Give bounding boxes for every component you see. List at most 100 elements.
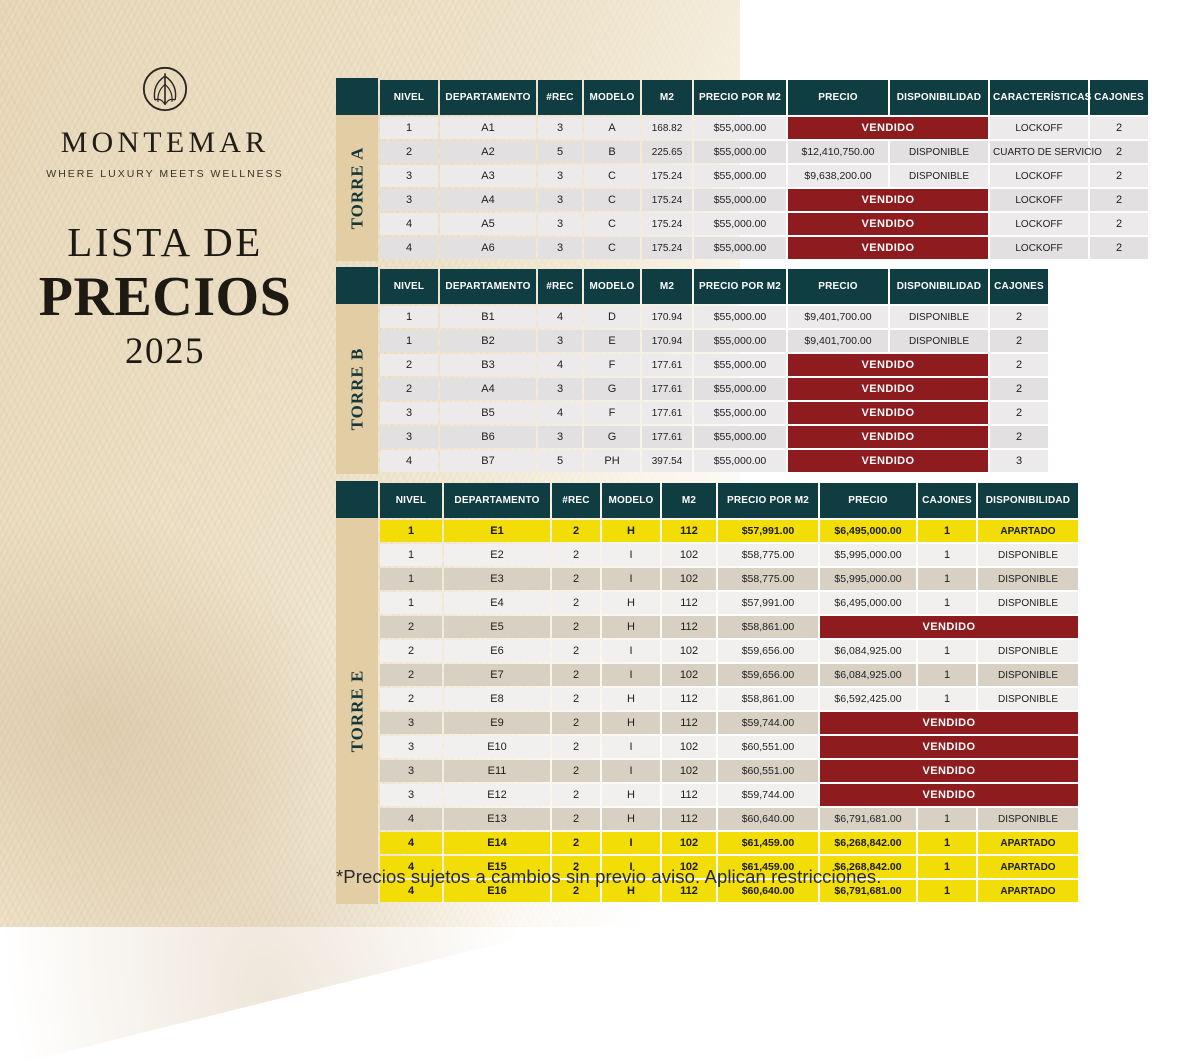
table-row[interactable]: 2 E7 2 I 102 $59,656.00 $6,084,925.00 1 …: [380, 664, 1078, 686]
table-row[interactable]: 2 E6 2 I 102 $59,656.00 $6,084,925.00 1 …: [380, 640, 1078, 662]
table-row[interactable]: 1 E2 2 I 102 $58,775.00 $5,995,000.00 1 …: [380, 544, 1078, 566]
col-caracteristicas: CARACTERÍSTICAS: [990, 80, 1091, 115]
cell-modelo: C: [584, 237, 640, 259]
cell-precio: $6,791,681.00: [820, 880, 916, 902]
col-precio-por-m2: PRECIO POR M2: [694, 269, 786, 304]
cell-m2: 168.82: [642, 117, 692, 139]
table-row[interactable]: 3 E11 2 I 102 $60,551.00 VENDIDO: [380, 760, 1078, 782]
table-block-torre-e: TORRE E NIVEL DEPARTAMENTO #REC MODELO M…: [336, 481, 1078, 904]
price-list-page: MONTEMAR WHERE LUXURY MEETS WELLNESS LIS…: [0, 0, 1200, 927]
cell-precio-por-m2: $55,000.00: [694, 189, 786, 211]
cell-m2: 175.24: [642, 189, 692, 211]
cell-departamento: A2: [440, 141, 536, 163]
cell-cajones: 1: [918, 640, 976, 662]
table-row[interactable]: 3 B5 4 F 177.61 $55,000.00 VENDIDO 2: [380, 402, 1048, 424]
cell-rec: 2: [552, 880, 600, 902]
cell-rec: 3: [538, 426, 582, 448]
cell-modelo: I: [602, 664, 660, 686]
cell-rec: 2: [552, 544, 600, 566]
cell-modelo: H: [602, 616, 660, 638]
cell-caracteristicas: LOCKOFF: [990, 165, 1088, 187]
status-badge-disponible: DISPONIBLE: [890, 306, 988, 328]
cell-rec: 3: [538, 189, 582, 211]
cell-rec: 2: [552, 712, 600, 734]
cell-rec: 3: [538, 213, 582, 235]
cell-cajones: 2: [990, 330, 1048, 352]
table-row[interactable]: 3 E12 2 H 112 $59,744.00 VENDIDO: [380, 784, 1078, 806]
cell-precio: $6,495,000.00: [820, 592, 916, 614]
cell-modelo: H: [602, 712, 660, 734]
col-departamento: DEPARTAMENTO: [440, 269, 536, 304]
status-badge-disponible: DISPONIBLE: [978, 640, 1078, 662]
cell-nivel: 3: [380, 402, 438, 424]
col-m2: M2: [642, 269, 692, 304]
cell-precio-por-m2: $55,000.00: [694, 426, 786, 448]
table-row[interactable]: 2 E8 2 H 112 $58,861.00 $6,592,425.00 1 …: [380, 688, 1078, 710]
cell-precio-por-m2: $55,000.00: [694, 378, 786, 400]
table-row[interactable]: 3 A3 3 C 175.24 $55,000.00 $9,638,200.00…: [380, 165, 1148, 187]
cell-cajones: 2: [1090, 189, 1148, 211]
cell-cajones: 1: [918, 808, 976, 830]
cell-m2: 112: [662, 808, 716, 830]
status-badge-vendido: VENDIDO: [820, 760, 1078, 782]
cell-cajones: 1: [918, 568, 976, 590]
table-row[interactable]: 1 E3 2 I 102 $58,775.00 $5,995,000.00 1 …: [380, 568, 1078, 590]
cell-departamento: E11: [444, 760, 550, 782]
cell-precio: $9,401,700.00: [788, 306, 888, 328]
cell-caracteristicas: LOCKOFF: [990, 117, 1088, 139]
cell-nivel: 1: [380, 117, 438, 139]
cell-m2: 397.54: [642, 450, 692, 472]
cell-modelo: D: [584, 306, 640, 328]
cell-precio-por-m2: $58,775.00: [718, 568, 818, 590]
cell-m2: 112: [662, 712, 716, 734]
table-row[interactable]: 4 B7 5 PH 397.54 $55,000.00 VENDIDO 3: [380, 450, 1048, 472]
table-row[interactable]: 1 A1 3 A 168.82 $55,000.00 VENDIDO LOCKO…: [380, 117, 1148, 139]
tower-label-torre-a: TORRE A: [336, 115, 378, 261]
table-row[interactable]: 2 A2 5 B 225.65 $55,000.00 $12,410,750.0…: [380, 141, 1148, 163]
table-header-row: NIVEL DEPARTAMENTO #REC MODELO M2 PRECIO…: [380, 483, 1078, 518]
cell-m2: 112: [662, 688, 716, 710]
cell-nivel: 3: [380, 712, 442, 734]
cell-nivel: 3: [380, 760, 442, 782]
table-row[interactable]: 2 B3 4 F 177.61 $55,000.00 VENDIDO 2: [380, 354, 1048, 376]
table-row[interactable]: 4 E13 2 H 112 $60,640.00 $6,791,681.00 1…: [380, 808, 1078, 830]
cell-modelo: B: [584, 141, 640, 163]
table-row[interactable]: 3 B6 3 G 177.61 $55,000.00 VENDIDO 2: [380, 426, 1048, 448]
table-row[interactable]: 4 A5 3 C 175.24 $55,000.00 VENDIDO LOCKO…: [380, 213, 1148, 235]
cell-m2: 175.24: [642, 165, 692, 187]
cell-precio: $9,401,700.00: [788, 330, 888, 352]
cell-rec: 3: [538, 378, 582, 400]
cell-rec: 5: [538, 450, 582, 472]
cell-m2: 102: [662, 760, 716, 782]
status-badge-vendido: VENDIDO: [820, 736, 1078, 758]
table-row[interactable]: 4 A6 3 C 175.24 $55,000.00 VENDIDO LOCKO…: [380, 237, 1148, 259]
col-rec: #REC: [538, 269, 582, 304]
col-precio: PRECIO: [788, 269, 888, 304]
tower-tab-torre-e: TORRE E: [336, 481, 378, 904]
table-row[interactable]: 2 E5 2 H 112 $58,861.00 VENDIDO: [380, 616, 1078, 638]
table-row[interactable]: 1 E1 2 H 112 $57,991.00 $6,495,000.00 1 …: [380, 520, 1078, 542]
table-row[interactable]: 1 B2 3 E 170.94 $55,000.00 $9,401,700.00…: [380, 330, 1048, 352]
col-nivel: NIVEL: [380, 80, 438, 115]
col-disponibilidad: DISPONIBILIDAD: [978, 483, 1078, 518]
col-cajones: CAJONES: [918, 483, 976, 518]
table-row[interactable]: 2 A4 3 G 177.61 $55,000.00 VENDIDO 2: [380, 378, 1048, 400]
table-row[interactable]: 3 A4 3 C 175.24 $55,000.00 VENDIDO LOCKO…: [380, 189, 1148, 211]
cell-nivel: 4: [380, 450, 438, 472]
table-row[interactable]: 1 E4 2 H 112 $57,991.00 $6,495,000.00 1 …: [380, 592, 1078, 614]
cell-precio-por-m2: $57,991.00: [718, 520, 818, 542]
status-badge-disponible: DISPONIBLE: [978, 568, 1078, 590]
cell-modelo: H: [602, 808, 660, 830]
table-row[interactable]: 4 E14 2 I 102 $61,459.00 $6,268,842.00 1…: [380, 832, 1078, 854]
cell-modelo: PH: [584, 450, 640, 472]
cell-departamento: B1: [440, 306, 536, 328]
table-row[interactable]: 3 E10 2 I 102 $60,551.00 VENDIDO: [380, 736, 1078, 758]
table-row[interactable]: 4 E15 2 I 102 $61,459.00 $6,268,842.00 1…: [380, 856, 1078, 878]
tower-tab-cap: [336, 267, 378, 304]
table-row[interactable]: 1 B1 4 D 170.94 $55,000.00 $9,401,700.00…: [380, 306, 1048, 328]
cell-precio: $12,410,750.00: [788, 141, 888, 163]
table-row[interactable]: 4 E16 2 H 112 $60,640.00 $6,791,681.00 1…: [380, 880, 1078, 902]
cell-departamento: E7: [444, 664, 550, 686]
cell-precio: $6,592,425.00: [820, 688, 916, 710]
table-row[interactable]: 3 E9 2 H 112 $59,744.00 VENDIDO: [380, 712, 1078, 734]
